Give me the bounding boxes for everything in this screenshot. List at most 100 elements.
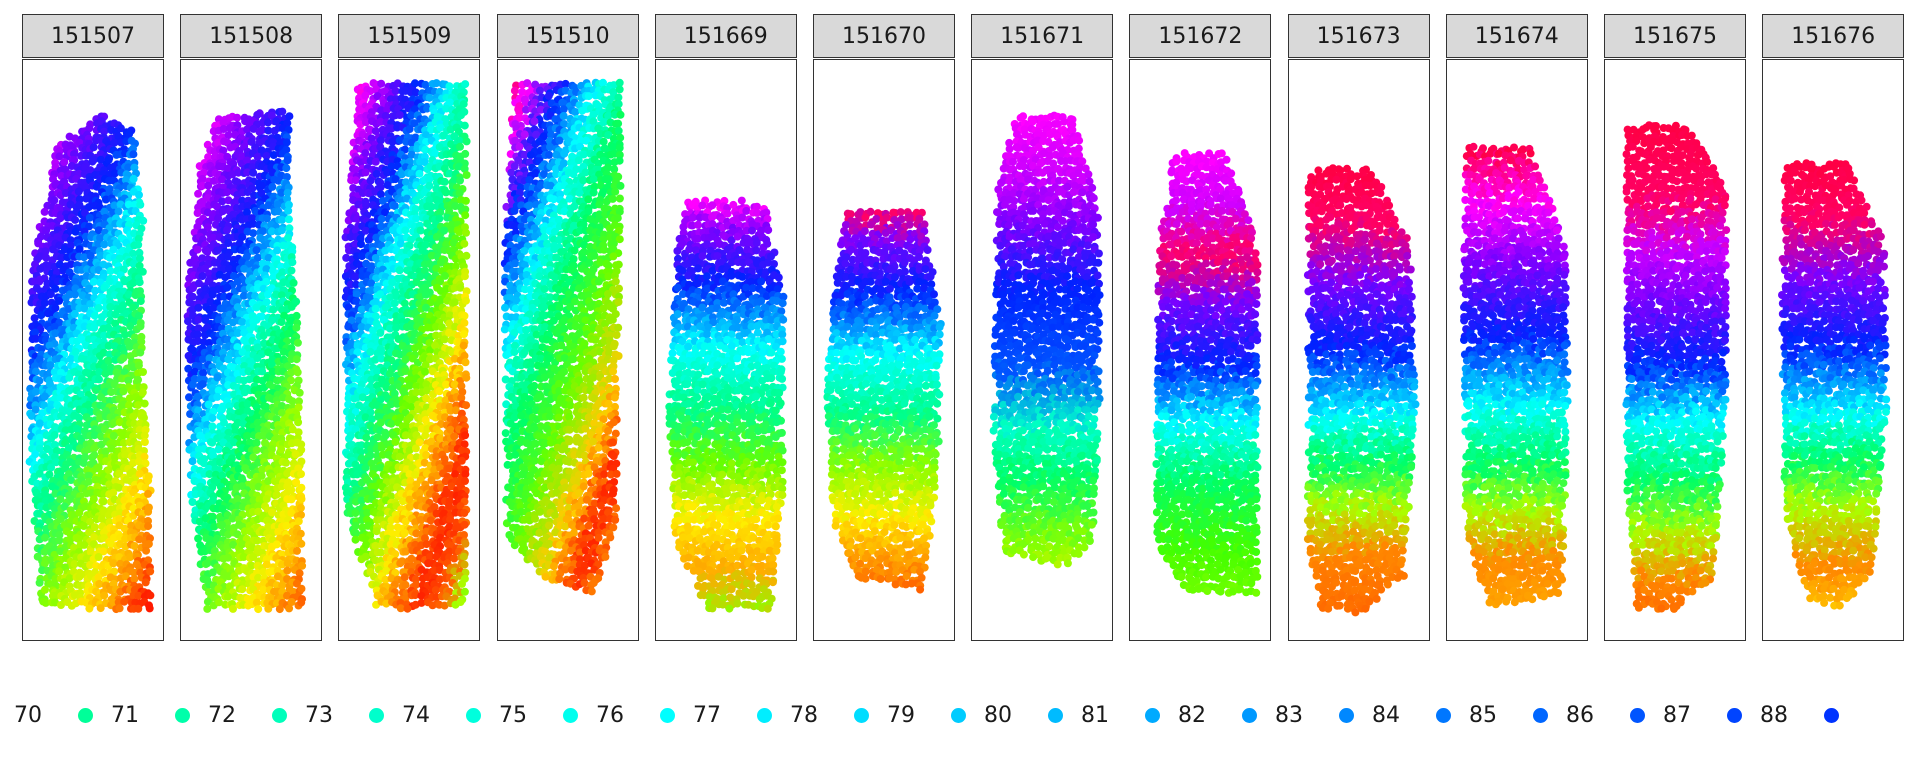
spot-point [421,458,430,467]
spot-point [406,477,415,485]
spot-point [373,433,382,442]
spot-point [65,386,73,395]
spot-point [214,386,223,395]
spot-point [119,387,128,396]
spot-point [279,241,288,250]
spot-point [258,181,267,190]
spot-point [130,200,139,209]
spot-point [460,239,469,248]
spot-point [415,169,424,178]
spot-point [432,452,441,461]
spot-point [295,397,304,406]
spot-point [269,151,278,159]
spot-point [94,297,103,306]
spot-point [277,318,286,326]
spot-point [274,176,283,185]
spot-point [56,214,65,223]
spot-point [99,547,108,556]
spot-point [35,469,44,478]
spot-point [66,200,75,209]
spot-point [391,202,400,210]
spot-point [189,380,198,389]
spot-point [408,138,417,147]
spot-point [451,470,460,479]
spot-point [110,169,119,178]
spot-point [55,567,64,576]
spot-point [277,188,286,197]
spot-point [378,347,387,356]
spot-point [269,305,278,314]
spot-point [144,522,153,531]
spot-point [416,293,425,302]
spot-point [40,207,49,216]
spot-point [383,181,392,190]
spot-scatter [183,107,307,614]
spot-point [223,164,232,173]
spot-point [456,142,465,151]
spot-point [425,175,434,184]
spot-point [111,355,120,364]
spot-point [457,111,466,120]
spot-point [90,533,99,542]
spot-point [293,579,302,588]
spot-point [397,239,406,248]
spot-point [57,368,65,377]
spot-point [376,117,385,126]
spot-point [100,207,109,216]
spot-point [51,329,60,338]
spot-point [294,338,303,347]
spot-point [347,316,356,325]
spot-point [50,322,59,331]
spot-point [377,418,386,427]
spot-point [146,591,155,600]
spot-point [282,458,291,467]
spot-point [382,112,391,120]
spot-point [461,477,470,485]
spot-point [135,278,144,287]
spot-point [219,125,228,133]
spot-point [405,446,414,455]
spot-point [65,373,74,382]
spot-point [194,189,203,198]
spot-point [41,598,50,607]
spot-point [86,561,95,569]
spot-point [376,328,385,337]
spot-point [129,259,138,268]
spot-point [89,495,98,504]
spot-point [214,285,223,294]
spot-point [283,469,292,478]
spot-point [224,592,233,601]
spot-point [260,339,269,348]
spot-point [140,413,148,422]
spot-point [292,323,301,332]
spot-point [461,358,470,367]
spot-point [134,361,143,370]
spot-point [213,202,222,211]
spot-point [451,298,460,307]
spot-point [184,317,193,326]
spot-point [264,477,273,486]
spot-point [351,165,360,174]
spot-point [119,400,128,409]
spot-point [457,393,466,402]
spot-point [421,80,430,89]
spot-point [70,560,79,569]
spot-point [362,433,371,442]
spot-point [96,234,105,242]
spot-point [55,536,64,545]
spot-point [111,453,119,462]
spot-point [399,497,408,506]
spot-point [55,530,64,539]
spot-point [462,373,471,382]
spot-point [121,572,130,581]
spot-point [188,457,197,466]
spot-point [352,280,361,289]
spot-point [134,401,142,409]
spot-point [382,431,391,440]
spot-point [440,226,449,235]
spot-point [406,413,415,422]
spot-point [433,232,442,241]
spot-point [95,367,104,376]
spot-point [274,572,283,581]
spot-point [263,214,272,223]
